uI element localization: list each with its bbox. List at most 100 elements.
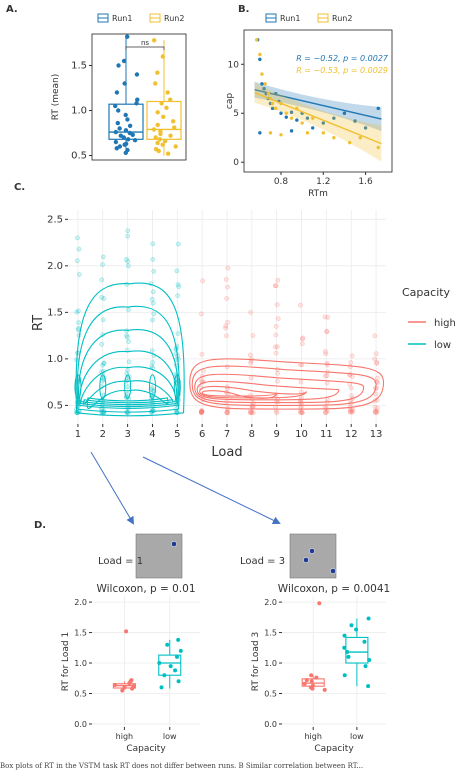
correlation-label-run1: R = −0.52, p = 0.0027 [296, 54, 389, 63]
point-high [324, 329, 330, 335]
x-tick-label-d: low [163, 732, 177, 741]
legend-label-run2: Run2 [164, 14, 184, 23]
point-run1 [117, 144, 123, 149]
point-run1 [113, 129, 119, 135]
legend-label-run1: Run1 [112, 14, 132, 23]
point-low [178, 648, 183, 653]
point-high [309, 673, 314, 678]
point-high [299, 336, 305, 342]
point-low [150, 317, 155, 323]
point-run2 [266, 91, 271, 96]
point-run1 [116, 63, 121, 68]
point-high [347, 407, 353, 413]
stimulus-load-label: Load = 1 [98, 556, 143, 567]
point-low [74, 258, 80, 264]
point-high [224, 364, 230, 370]
point-low [125, 233, 131, 239]
point-high [199, 409, 205, 414]
point-high [199, 408, 204, 414]
point-run2 [284, 111, 288, 115]
point-high [127, 681, 132, 686]
point-high [250, 410, 256, 416]
point-high [347, 364, 353, 370]
point-run1 [125, 137, 131, 142]
panel-label-c: C. [14, 182, 25, 193]
density-contour-low [80, 366, 177, 406]
y-tick-label-c: 2.5 [47, 214, 63, 225]
x-axis-label-d: Capacity [314, 744, 354, 754]
panel-label-a: A. [6, 4, 18, 15]
point-high [199, 352, 205, 357]
point-low [149, 348, 155, 354]
point-high [298, 379, 304, 385]
point-low [362, 639, 367, 644]
point-high [374, 360, 379, 366]
point-run2 [171, 119, 176, 124]
point-high [373, 410, 378, 416]
point-low [100, 362, 105, 368]
point-low [125, 384, 131, 390]
point-low [367, 657, 372, 662]
point-low [162, 673, 167, 678]
point-run1 [123, 128, 129, 133]
density-peak-low [173, 374, 181, 400]
point-run2 [158, 129, 163, 134]
point-low [345, 650, 350, 655]
stimulus-image [289, 533, 337, 579]
point-run1 [342, 111, 347, 115]
point-low [99, 277, 105, 283]
point-run2 [358, 136, 362, 140]
point-run1 [363, 126, 368, 130]
point-run2 [164, 105, 169, 111]
point-low [124, 333, 129, 338]
point-run2 [159, 101, 164, 106]
point-high [198, 409, 204, 415]
point-run1 [134, 101, 139, 106]
point-low [150, 241, 156, 247]
point-low [101, 361, 107, 366]
x-tick-label-c: 12 [345, 429, 358, 440]
point-high [324, 373, 330, 378]
point-high [374, 409, 380, 415]
point-run1 [132, 138, 138, 143]
ci-band-run1 [254, 81, 382, 132]
point-run1 [332, 116, 336, 120]
point-high [224, 409, 230, 415]
x-tick-label-b: 1.2 [316, 177, 330, 187]
point-high [348, 393, 354, 398]
arrow-load3 [142, 456, 281, 524]
point-high [130, 686, 135, 691]
point-high [300, 410, 305, 416]
panel-label-d: D. [34, 520, 46, 531]
y-tick-label-d: 0.0 [264, 720, 277, 729]
point-high [272, 283, 278, 289]
legend-label-run2: Run2 [332, 14, 352, 23]
point-run2 [155, 122, 160, 128]
y-tick-label-a: 0.5 [71, 151, 87, 162]
point-run1 [258, 131, 262, 135]
point-run1 [353, 119, 357, 123]
point-high [372, 408, 378, 414]
point-high [272, 344, 278, 350]
x-tick-label-d: high [304, 732, 321, 741]
point-low [174, 410, 180, 416]
density-contour-high [199, 385, 308, 399]
y-tick-label-c: 2.0 [47, 261, 63, 272]
y-tick-label-d: 2.0 [264, 598, 277, 607]
x-tick-label-c: 8 [249, 429, 255, 440]
point-high [225, 284, 230, 290]
point-high [273, 283, 279, 289]
point-high [348, 385, 354, 391]
significance-bracket [125, 46, 165, 50]
point-high [349, 409, 355, 415]
point-high [349, 374, 355, 379]
fit-line-run1 [254, 89, 382, 120]
point-run2 [260, 72, 264, 76]
point-low [346, 654, 351, 659]
point-run2 [173, 144, 178, 149]
x-tick-label-b: 1.6 [358, 177, 373, 187]
x-tick-label-d: high [116, 732, 133, 741]
point-low [175, 331, 181, 336]
density-contour-low [86, 389, 169, 410]
density-contour-low [75, 282, 185, 417]
